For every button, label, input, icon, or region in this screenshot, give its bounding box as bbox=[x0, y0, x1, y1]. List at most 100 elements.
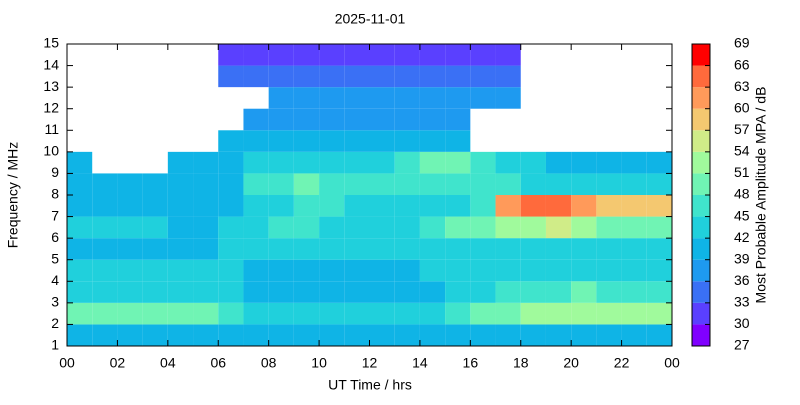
colorbar-tick-label: 39 bbox=[734, 250, 750, 266]
colorbar-swatch bbox=[692, 65, 710, 88]
heat-cell bbox=[646, 216, 672, 239]
x-tick-label: 22 bbox=[614, 355, 630, 371]
heat-cell bbox=[369, 195, 395, 217]
heat-cell bbox=[621, 281, 647, 303]
x-tick-label: 00 bbox=[664, 355, 680, 371]
heat-cell bbox=[394, 324, 420, 346]
heat-cell bbox=[646, 238, 672, 260]
heat-cell bbox=[470, 259, 496, 282]
heat-cell bbox=[218, 65, 244, 88]
heat-cell bbox=[167, 238, 194, 260]
heat-cell bbox=[495, 173, 521, 195]
heat-cell bbox=[621, 259, 647, 282]
colorbar-swatch bbox=[692, 108, 710, 131]
heat-cell bbox=[520, 216, 546, 239]
heat-cell bbox=[293, 151, 320, 174]
heat-cell bbox=[571, 151, 597, 174]
heat-cell bbox=[369, 281, 395, 303]
y-tick-label: 8 bbox=[51, 186, 59, 202]
heat-cell bbox=[369, 87, 395, 109]
heat-cell bbox=[92, 238, 118, 260]
heat-cell bbox=[167, 173, 194, 195]
heat-cell bbox=[319, 87, 345, 109]
heat-cell bbox=[470, 281, 496, 303]
heat-cell bbox=[268, 324, 294, 346]
heat-cell bbox=[268, 259, 294, 282]
heat-cell bbox=[344, 44, 370, 66]
x-tick-label: 20 bbox=[563, 355, 579, 371]
heat-cell bbox=[344, 151, 370, 174]
heat-cell bbox=[419, 324, 446, 346]
heat-cell bbox=[394, 216, 420, 239]
heat-cell bbox=[571, 324, 597, 346]
heat-cell bbox=[268, 44, 294, 66]
heat-cell bbox=[268, 65, 294, 88]
heat-cell bbox=[495, 65, 521, 88]
heat-cell bbox=[445, 216, 471, 239]
heat-cell bbox=[319, 324, 345, 346]
heat-cell bbox=[218, 216, 244, 239]
colorbar-tick-label: 60 bbox=[734, 99, 750, 115]
heat-cell bbox=[319, 302, 345, 325]
heat-cell bbox=[545, 281, 572, 303]
heat-cell bbox=[243, 173, 269, 195]
heat-cell bbox=[293, 302, 320, 325]
heat-cell bbox=[218, 324, 244, 346]
heat-cell bbox=[646, 281, 672, 303]
colorbar-tick-label: 42 bbox=[734, 229, 750, 245]
colorbar-tick-label: 30 bbox=[734, 315, 750, 331]
heat-cell bbox=[167, 281, 194, 303]
x-tick-label: 18 bbox=[513, 355, 529, 371]
heat-cell bbox=[167, 151, 194, 174]
heat-cell bbox=[419, 65, 446, 88]
heat-cell bbox=[293, 281, 320, 303]
heat-cell bbox=[117, 324, 143, 346]
heat-cell bbox=[117, 216, 143, 239]
heat-cell bbox=[193, 173, 219, 195]
heat-cell bbox=[344, 302, 370, 325]
heat-cell bbox=[646, 302, 672, 325]
heat-cell bbox=[344, 324, 370, 346]
heat-cell bbox=[646, 324, 672, 346]
heat-cell bbox=[268, 238, 294, 260]
y-axis-label: Frequency / MHz bbox=[5, 142, 21, 249]
colorbar-swatch bbox=[692, 238, 710, 260]
heat-cell bbox=[268, 87, 294, 109]
heat-cell bbox=[218, 130, 244, 152]
heat-cell bbox=[268, 281, 294, 303]
heat-cell bbox=[268, 151, 294, 174]
heat-cell bbox=[67, 259, 93, 282]
heat-cell bbox=[621, 195, 647, 217]
heat-cell bbox=[142, 281, 168, 303]
heat-cell bbox=[92, 195, 118, 217]
x-tick-label: 06 bbox=[210, 355, 226, 371]
colorbar-swatch bbox=[692, 324, 710, 346]
colorbar-swatch bbox=[692, 130, 710, 152]
heat-cell bbox=[92, 324, 118, 346]
heat-cell bbox=[394, 281, 420, 303]
heat-cell bbox=[419, 195, 446, 217]
heat-cell bbox=[419, 281, 446, 303]
heat-cell bbox=[167, 195, 194, 217]
heat-cell bbox=[319, 44, 345, 66]
heat-cell bbox=[344, 108, 370, 131]
y-tick-label: 4 bbox=[51, 272, 59, 288]
heat-cell bbox=[67, 151, 93, 174]
colorbar-swatch bbox=[692, 302, 710, 325]
heat-cell bbox=[369, 324, 395, 346]
heat-cell bbox=[470, 302, 496, 325]
colorbar-tick-label: 48 bbox=[734, 186, 750, 202]
colorbar-tick-label: 69 bbox=[734, 35, 750, 51]
y-tick-label: 15 bbox=[43, 35, 59, 51]
heat-cell bbox=[495, 44, 521, 66]
heat-cell bbox=[419, 302, 446, 325]
heat-cell bbox=[243, 216, 269, 239]
heat-cell bbox=[470, 65, 496, 88]
heat-cell bbox=[520, 173, 546, 195]
heat-cell bbox=[293, 238, 320, 260]
heat-cell bbox=[193, 259, 219, 282]
colorbar-tick-label: 36 bbox=[734, 272, 750, 288]
heat-cell bbox=[67, 173, 93, 195]
heat-cell bbox=[92, 173, 118, 195]
